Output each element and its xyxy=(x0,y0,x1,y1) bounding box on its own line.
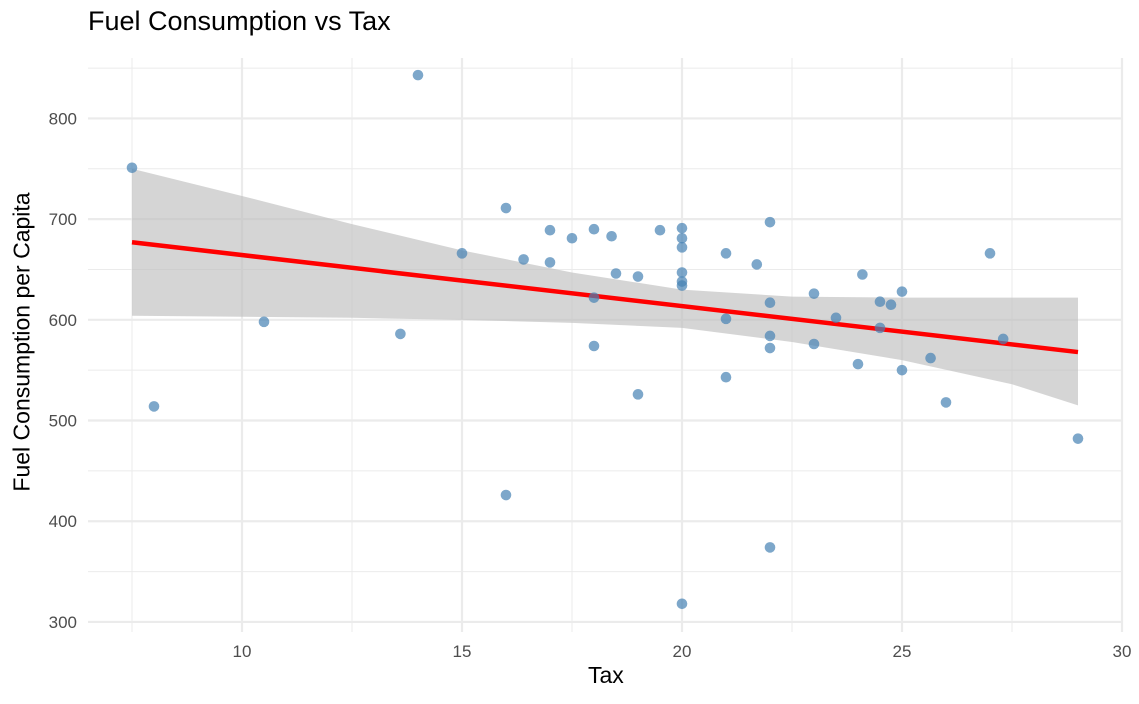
data-point xyxy=(764,297,776,309)
data-point xyxy=(720,371,732,383)
data-point xyxy=(395,328,406,340)
confidence-band xyxy=(132,168,1078,406)
data-point xyxy=(518,254,529,265)
data-point xyxy=(764,542,776,553)
x-tick-label: 30 xyxy=(1113,642,1132,661)
data-point xyxy=(764,330,776,342)
data-point xyxy=(632,389,644,400)
data-point xyxy=(720,313,732,325)
data-point xyxy=(808,288,820,299)
confidence-band-layer xyxy=(132,168,1078,406)
data-point xyxy=(566,232,578,244)
data-point xyxy=(885,299,897,311)
tick-labels: 10 15 20 25 30 300 400 500 600 700 800 xyxy=(49,109,1132,661)
data-point xyxy=(874,322,886,334)
y-tick-label: 700 xyxy=(49,210,77,229)
data-point xyxy=(676,598,688,610)
data-point xyxy=(412,69,424,81)
data-point xyxy=(830,312,842,324)
data-point xyxy=(676,280,688,291)
data-point xyxy=(500,489,512,501)
data-point xyxy=(676,267,688,278)
trend-line-layer xyxy=(131,240,1079,355)
data-point xyxy=(632,271,644,282)
x-tick-label: 15 xyxy=(453,642,472,661)
data-point xyxy=(896,364,908,376)
data-point xyxy=(676,242,688,253)
y-axis-label: Fuel Consumption per Capita xyxy=(8,192,35,492)
y-tick-label: 600 xyxy=(49,311,77,330)
data-point xyxy=(654,224,666,236)
data-point xyxy=(857,269,868,280)
data-point xyxy=(720,248,732,259)
trend-line xyxy=(131,240,1079,355)
data-point xyxy=(544,257,556,268)
data-point xyxy=(588,292,600,303)
x-tick-label: 25 xyxy=(893,642,912,661)
data-point xyxy=(925,352,936,364)
data-point xyxy=(610,268,622,279)
data-point xyxy=(126,162,138,174)
data-point xyxy=(751,259,763,270)
data-point xyxy=(852,358,864,370)
data-point xyxy=(500,202,512,214)
data-point xyxy=(606,230,617,242)
data-points-layer xyxy=(126,69,1084,610)
data-point xyxy=(544,224,556,236)
x-axis-label: Tax xyxy=(588,662,624,688)
data-point xyxy=(1072,433,1084,444)
data-point xyxy=(984,248,996,259)
data-point xyxy=(676,232,688,244)
data-point xyxy=(940,397,952,408)
data-point xyxy=(808,338,820,350)
data-point xyxy=(676,222,688,234)
chart-title: Fuel Consumption vs Tax xyxy=(88,6,391,36)
y-tick-label: 500 xyxy=(49,412,77,431)
data-point xyxy=(896,286,908,297)
data-point xyxy=(588,340,600,352)
data-point xyxy=(764,342,776,354)
data-point xyxy=(874,296,886,307)
y-tick-label: 300 xyxy=(49,613,77,632)
y-tick-label: 400 xyxy=(49,512,77,531)
data-point xyxy=(588,223,600,235)
data-point xyxy=(258,316,270,328)
data-point xyxy=(764,216,776,228)
y-tick-label: 800 xyxy=(49,109,77,128)
x-tick-label: 20 xyxy=(673,642,692,661)
data-point xyxy=(148,401,160,412)
data-point xyxy=(456,248,468,259)
x-tick-label: 10 xyxy=(233,642,252,661)
data-point xyxy=(997,333,1009,345)
